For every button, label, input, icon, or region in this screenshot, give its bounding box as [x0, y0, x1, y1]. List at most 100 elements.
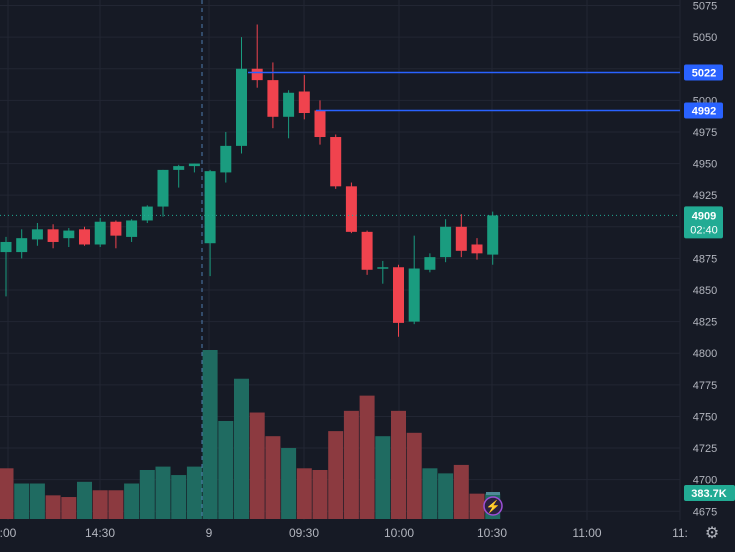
- grid: [0, 0, 681, 520]
- candle-body: [283, 92, 295, 117]
- candle-body: [126, 220, 138, 237]
- candle-body: [487, 215, 499, 255]
- alert-badge: [684, 102, 723, 119]
- candle-body: [236, 68, 247, 146]
- candle-body: [298, 91, 310, 113]
- volume-bar: [29, 483, 45, 519]
- candle-body: [31, 229, 43, 240]
- price-tick-label: 5075: [693, 1, 717, 13]
- volume-badge-label: 383.7K: [691, 488, 727, 500]
- candle-body: [440, 226, 452, 258]
- volume-bar: [171, 475, 187, 519]
- candle-body: [345, 186, 357, 232]
- price-tick-label: 4825: [693, 317, 717, 329]
- volume-bar: [312, 469, 328, 519]
- volume-bar: [139, 469, 155, 519]
- candle-body: [63, 230, 75, 239]
- time-tick-label: 11:00: [572, 526, 601, 540]
- candle-body: [0, 241, 12, 253]
- volume-bar: [328, 431, 344, 519]
- candle-body: [79, 229, 90, 245]
- volume-bar: [406, 432, 422, 519]
- volume-bar: [391, 410, 406, 519]
- candle-body: [173, 166, 185, 170]
- volume-bar: [438, 473, 454, 519]
- lightning-button-circle[interactable]: [483, 496, 503, 516]
- time-tick-label: 09:30: [289, 526, 319, 540]
- time-tick-label: 10:30: [477, 526, 507, 540]
- volume-bar: [186, 466, 202, 519]
- lightning-icon: ⚡: [486, 500, 501, 514]
- candle-body: [330, 137, 342, 187]
- countdown-label: 02:40: [690, 224, 718, 236]
- candle-body: [471, 244, 483, 254]
- time-tick-label: :00: [0, 526, 17, 540]
- volume-bar: [453, 464, 469, 519]
- candle-body: [314, 110, 326, 138]
- time-tick-label: 11:: [672, 526, 688, 540]
- volume-bar: [14, 483, 30, 519]
- current-price-badge: [684, 206, 723, 239]
- candle-body: [110, 221, 122, 236]
- lightning-button[interactable]: ⚡: [483, 496, 503, 516]
- volume-bar: [218, 420, 234, 519]
- volume-badge: [684, 485, 735, 501]
- candle-body: [188, 163, 200, 167]
- time-tick-label: 10:00: [384, 526, 414, 540]
- candle-body: [16, 238, 28, 253]
- volume-bar: [0, 468, 14, 519]
- candle-body: [408, 268, 420, 322]
- price-tick-label: 4750: [693, 411, 717, 423]
- candle-body: [377, 267, 389, 269]
- alert-badge-label: 4992: [692, 105, 716, 117]
- volume-bar: [265, 436, 281, 519]
- settings-button[interactable]: ⚙: [705, 525, 719, 542]
- price-lines: [0, 0, 680, 520]
- volume-bar: [359, 395, 375, 519]
- volume-bar: [202, 350, 218, 519]
- alert-badge-label: 5022: [692, 68, 716, 80]
- price-tick-label: 4875: [693, 253, 717, 265]
- volume-bar: [422, 468, 438, 519]
- volume-bar: [249, 412, 265, 519]
- volume-bar: [92, 490, 108, 519]
- price-tick-label: 4800: [693, 348, 717, 360]
- volume-bar: [296, 468, 312, 519]
- candle-body: [455, 226, 467, 251]
- volume-bar: [108, 490, 124, 519]
- price-tick-label: 4950: [693, 159, 717, 171]
- volume-bar: [77, 481, 92, 519]
- price-tick-label: 4700: [693, 475, 717, 487]
- price-tick-label: 4675: [693, 506, 717, 518]
- price-tick-label: 4925: [693, 190, 717, 202]
- price-tick-label: 5050: [693, 32, 717, 44]
- price-tick-label: 4775: [693, 380, 717, 392]
- candle-body: [267, 80, 279, 117]
- price-badges: 5022 4992 4909 02:40 383.7K: [684, 64, 735, 501]
- candles: [0, 24, 499, 337]
- volume-bar: [155, 466, 171, 519]
- volume-bar: [469, 493, 485, 519]
- volume-bar: [343, 410, 359, 519]
- volume-bar: [375, 436, 391, 519]
- price-tick-label: 4725: [693, 443, 717, 455]
- price-tick-label: 4850: [693, 285, 717, 297]
- current-price-label: 4909: [692, 210, 716, 222]
- candle-body: [220, 145, 232, 173]
- candle-body: [424, 257, 436, 270]
- volume-bar: [61, 497, 77, 519]
- last-volume-marker: [486, 492, 500, 495]
- candle-body: [251, 68, 263, 81]
- candle-body: [47, 229, 59, 242]
- volume-bar: [281, 448, 297, 519]
- volume-bar: [234, 378, 249, 519]
- volume-bar: [124, 483, 140, 519]
- gear-icon[interactable]: ⚙: [705, 525, 719, 542]
- time-tick-label: 9: [206, 526, 213, 540]
- candle-body: [204, 171, 216, 244]
- volume-bar: [45, 495, 61, 519]
- candle-body: [157, 169, 169, 207]
- candle-body: [141, 206, 153, 221]
